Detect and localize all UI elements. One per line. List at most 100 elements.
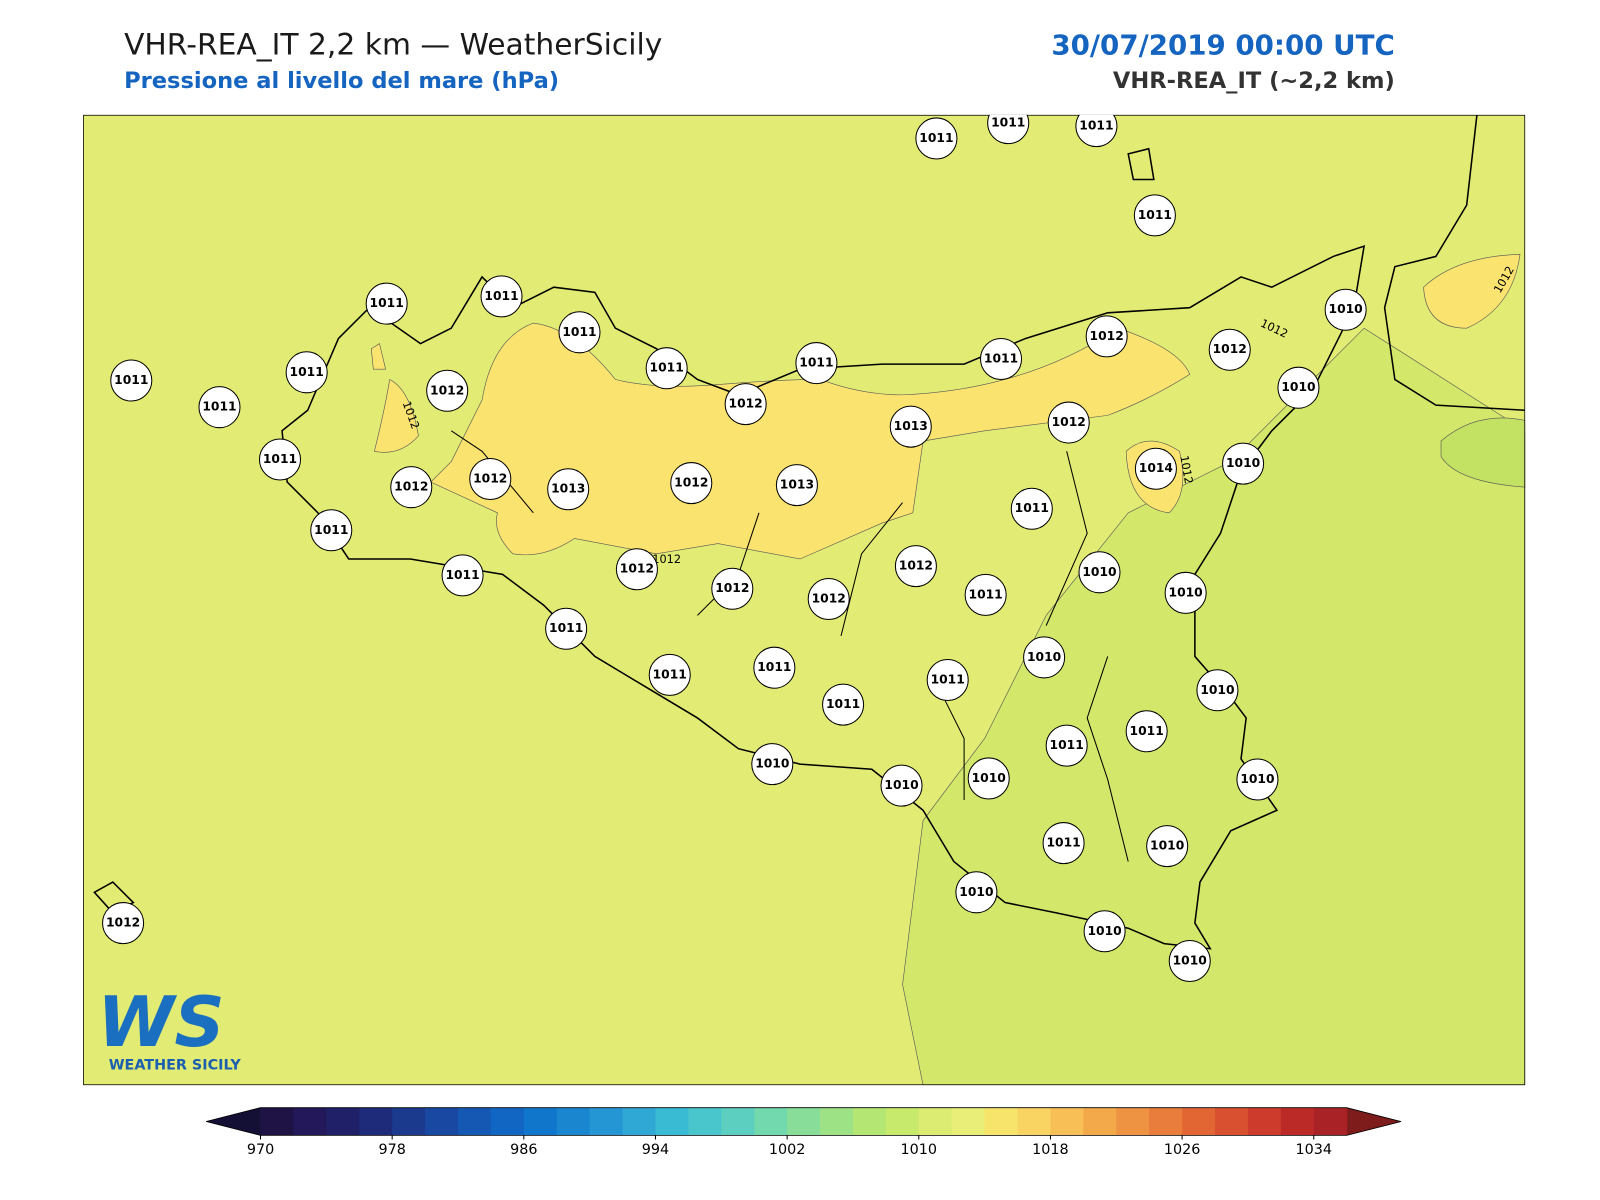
station-value: 1010	[755, 757, 789, 771]
colorbar: 970 978 986 994 1002 1010 1018 1026 1034	[206, 1107, 1402, 1158]
station-value: 1010	[884, 778, 918, 792]
colorbar-tick-label: 970	[247, 1142, 274, 1158]
colorbar-bin	[490, 1107, 525, 1136]
stations: 1011 1011 1011 1011 1011 1011 1011 1011 1011 1011…	[102, 114, 1367, 983]
station-value: 1010	[959, 885, 993, 899]
station-value: 1012	[1090, 329, 1124, 343]
station-value: 1010	[1082, 565, 1116, 579]
field-high	[370, 343, 419, 453]
station-value: 1012	[674, 476, 708, 490]
station-marker	[775, 464, 818, 507]
station-marker	[1045, 724, 1088, 767]
station-marker	[1075, 114, 1118, 148]
colorbar-tick-label: 986	[510, 1142, 537, 1158]
station-marker	[1164, 571, 1207, 614]
colorbar-bin	[820, 1107, 854, 1136]
station-marker	[795, 342, 838, 385]
station-value: 1010	[1169, 585, 1203, 599]
station-marker	[1125, 710, 1168, 753]
station-value: 1010	[1087, 924, 1121, 938]
colorbar-bin	[589, 1107, 624, 1136]
station-value: 1011	[931, 673, 965, 687]
station-value: 1011	[549, 621, 583, 635]
station-marker	[648, 653, 691, 696]
field-high	[430, 322, 1191, 560]
colorbar-bin	[1116, 1107, 1150, 1136]
date: 30/07/2019 00:00 UTC	[1051, 28, 1394, 61]
station-marker	[390, 466, 433, 509]
station-value: 1011	[919, 131, 953, 145]
colorbar-bin	[425, 1107, 459, 1136]
station-marker	[1168, 940, 1211, 983]
station-value: 1011	[484, 289, 518, 303]
colorbar-bin	[556, 1107, 591, 1136]
colorbar-bin	[721, 1107, 755, 1136]
colorbar-bin	[1313, 1107, 1348, 1136]
colorbar-tick-label: 1010	[901, 1142, 938, 1158]
station-value: 1011	[290, 365, 324, 379]
coastline	[281, 245, 1366, 950]
station-marker	[967, 757, 1010, 800]
station-value: 1012	[473, 471, 507, 485]
colorbar-bin	[622, 1107, 656, 1136]
station-marker	[751, 743, 794, 786]
station-marker	[670, 462, 713, 505]
station-marker	[365, 282, 408, 325]
station-value: 1011	[370, 296, 404, 310]
station-value: 1011	[263, 452, 297, 466]
station-value: 1012	[106, 916, 140, 930]
station-marker	[310, 509, 353, 552]
colorbar-bin	[1149, 1107, 1183, 1136]
station-value: 1014	[1139, 461, 1173, 475]
station-marker	[426, 369, 469, 412]
station-value: 1012	[899, 559, 933, 573]
colorbar-bin	[359, 1107, 393, 1136]
station-value: 1010	[1240, 772, 1274, 786]
colorbar-tick-label: 994	[642, 1142, 669, 1158]
colorbar-bin	[1280, 1107, 1315, 1136]
model: VHR-REA_IT (~2,2 km)	[1113, 68, 1395, 94]
station-value: 1011	[799, 356, 833, 370]
station-marker	[807, 577, 850, 620]
station-value: 1011	[1130, 724, 1164, 738]
station-marker	[889, 405, 932, 448]
colorbar-tick-label: 1026	[1164, 1142, 1201, 1158]
station-value: 1011	[969, 587, 1003, 601]
station-marker	[964, 573, 1007, 616]
colorbar-bin	[326, 1107, 360, 1136]
subtitle: Pressione al livello del mare (hPa)	[124, 68, 559, 94]
station-marker	[1208, 328, 1251, 371]
colorbar-under	[206, 1107, 261, 1136]
station-value: 1010	[1173, 954, 1207, 968]
station-marker	[645, 347, 688, 390]
station-marker	[102, 902, 145, 945]
colorbar-bin	[260, 1107, 294, 1136]
station-value: 1011	[314, 523, 348, 537]
station-marker	[1196, 669, 1239, 712]
colorbar-bin	[1182, 1107, 1216, 1136]
station-marker	[1134, 447, 1177, 490]
station-value: 1011	[1050, 738, 1084, 752]
colorbar-over	[1346, 1107, 1402, 1136]
station-marker	[1236, 758, 1279, 801]
field-lower	[1440, 417, 1526, 488]
station-value: 1011	[991, 116, 1025, 130]
station-value: 1011	[1138, 208, 1172, 222]
station-value: 1011	[202, 400, 236, 414]
station-value: 1012	[812, 591, 846, 605]
station-value: 1013	[894, 419, 928, 433]
station-marker	[1023, 636, 1066, 679]
station-value: 1010	[1281, 380, 1315, 394]
station-marker	[198, 386, 241, 429]
colorbar-bin	[1050, 1107, 1084, 1136]
colorbar-bin	[293, 1107, 327, 1136]
contour-label: 1012	[652, 553, 681, 566]
station-marker	[955, 871, 998, 914]
colorbar-bin	[1017, 1107, 1051, 1136]
station-value: 1011	[1015, 501, 1049, 515]
station-marker	[480, 275, 523, 318]
